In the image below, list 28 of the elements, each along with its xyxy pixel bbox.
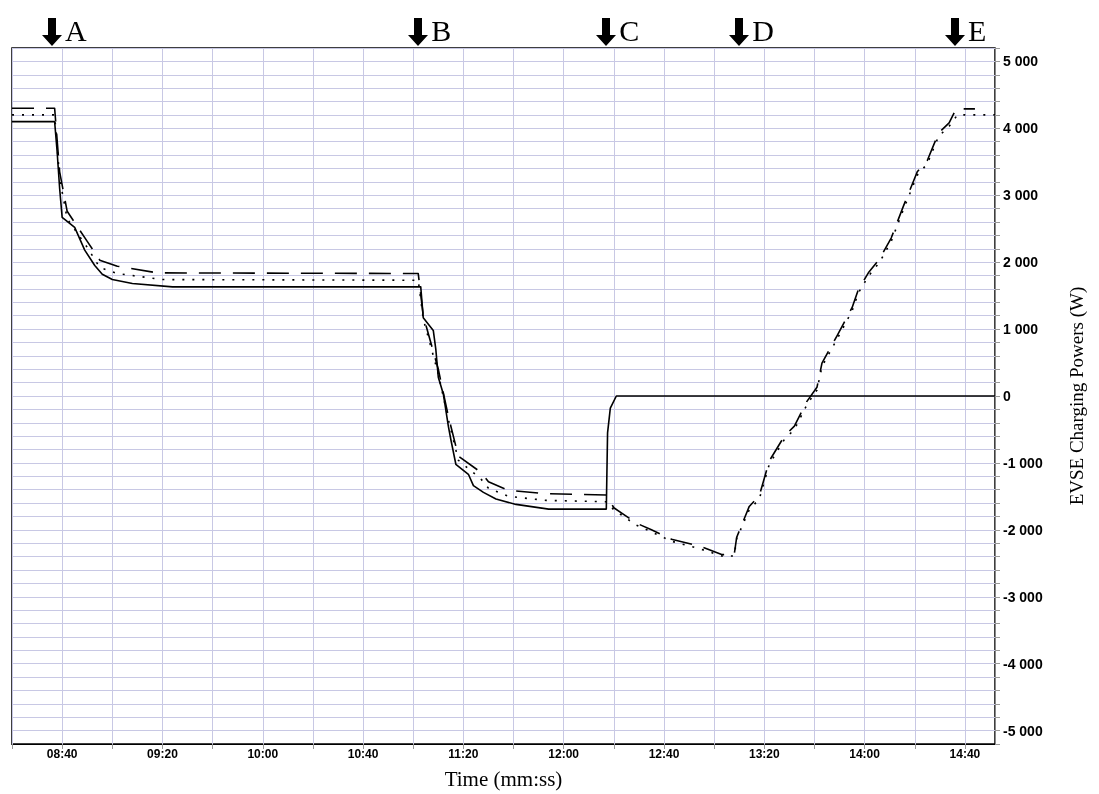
annotation: D (752, 14, 774, 47)
annotation: B (431, 14, 452, 47)
x-axis-title: Time (mm:ss) (444, 766, 563, 791)
y-axis-title: EVSE Charging Powers (W) (1066, 286, 1088, 506)
y-tick-label: 4 000 (1003, 120, 1039, 137)
annotation: E (967, 14, 987, 47)
x-tick-label: 09:20 (147, 747, 179, 761)
y-tick-label: 2 000 (1003, 254, 1039, 271)
x-tick-label: 10:00 (247, 747, 279, 761)
y-tick-label: -4 000 (1003, 655, 1043, 672)
y-tick-label: -2 000 (1003, 521, 1043, 538)
x-tick-label: 13:20 (748, 747, 780, 761)
y-tick-label: 0 (1003, 388, 1011, 404)
y-tick-label: 3 000 (1003, 187, 1039, 204)
x-tick-label: 08:40 (46, 747, 78, 761)
x-tick-label: 10:40 (347, 747, 379, 761)
y-tick-label: 5 000 (1003, 53, 1039, 70)
x-tick-label: 12:40 (648, 747, 680, 761)
annotation: C (619, 14, 640, 47)
y-tick-label: -5 000 (1003, 722, 1043, 739)
x-tick-label: 12:00 (548, 747, 580, 761)
y-tick-label: 1 000 (1003, 321, 1039, 338)
y-tick-label: -1 000 (1003, 454, 1043, 471)
x-tick-label: 11:20 (448, 747, 479, 761)
y-tick-label: -3 000 (1003, 588, 1043, 605)
annotation: A (65, 14, 87, 47)
x-tick-label: 14:40 (949, 747, 981, 761)
x-tick-label: 14:00 (849, 747, 881, 761)
